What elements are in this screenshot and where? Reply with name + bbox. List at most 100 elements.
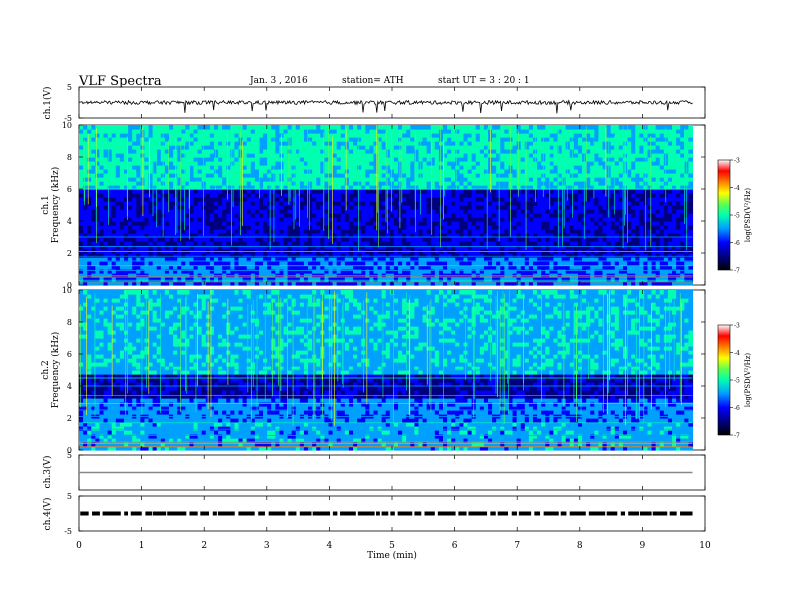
spectrogram-cell xyxy=(230,257,236,262)
spectrogram-cell xyxy=(467,229,473,234)
spectrogram-cell xyxy=(148,169,154,174)
spectrogram-cell xyxy=(95,213,101,218)
spectrogram-cell xyxy=(504,165,510,170)
spectrogram-cell xyxy=(377,201,383,206)
spectrogram-cell xyxy=(594,213,600,218)
spectrogram-cell xyxy=(643,261,649,266)
spectrogram-cell xyxy=(381,257,387,262)
spectrogram-cell xyxy=(610,253,616,258)
spectrogram-cell xyxy=(393,277,399,282)
spectrogram-cell xyxy=(414,213,420,218)
spectrogram-cell xyxy=(222,181,227,186)
spectrogram-cell xyxy=(463,233,469,238)
spectrogram-cell xyxy=(680,161,685,166)
spectrogram-cell xyxy=(320,257,325,262)
spectrogram-cell xyxy=(340,157,346,162)
spectrogram-cell xyxy=(455,265,460,270)
spectrogram-cell xyxy=(651,253,657,258)
spectrogram-cell xyxy=(312,253,317,258)
spectrogram-cell xyxy=(549,261,555,266)
spectrogram-cell xyxy=(504,205,510,210)
spectrogram-cell xyxy=(152,197,158,202)
spectrogram-cell xyxy=(406,177,411,182)
spectrogram-cell xyxy=(426,177,432,182)
spectrogram-cell xyxy=(398,221,403,226)
spectrogram-cell xyxy=(246,185,252,190)
spectrogram-cell xyxy=(357,201,362,206)
spectrogram-cell xyxy=(99,213,105,218)
spectrogram-cell xyxy=(226,241,231,246)
spectrogram-cell xyxy=(451,161,456,166)
spectrogram-cell xyxy=(471,157,477,162)
spectrogram-cell xyxy=(528,225,534,230)
spectrogram-cell xyxy=(344,153,350,158)
spectrogram-cell xyxy=(312,281,317,286)
spectrogram-cell xyxy=(181,149,186,154)
spectrogram-cell xyxy=(434,217,440,222)
spectrogram-cell xyxy=(479,185,485,190)
spectrogram-cell xyxy=(312,173,317,178)
spectrogram-cell xyxy=(618,209,624,214)
spectrogram-cell xyxy=(107,201,113,206)
spectrogram-cell xyxy=(426,169,432,174)
spectrogram-cell xyxy=(618,281,624,286)
spectrogram-cell xyxy=(303,241,309,246)
spectrogram-cell xyxy=(553,281,559,286)
spectrogram-cell xyxy=(144,149,150,154)
spectrogram-cell xyxy=(389,193,395,198)
spectrogram-cell xyxy=(369,209,375,214)
spectrogram-cell xyxy=(451,237,456,242)
spectrogram-cell xyxy=(479,245,485,250)
spectrogram-cell xyxy=(173,253,178,258)
spectrogram-cell xyxy=(455,161,460,166)
spectrogram-cell xyxy=(128,201,133,206)
spectrogram-cell xyxy=(177,261,182,266)
spectrogram-cell xyxy=(173,265,178,270)
spectrogram-cell xyxy=(631,205,636,210)
spectrogram-cell xyxy=(344,209,350,214)
spectrogram-cell xyxy=(443,233,448,238)
spectrogram-cell xyxy=(353,165,358,170)
spectrogram-cell xyxy=(614,157,620,162)
spectrogram-cell xyxy=(438,153,444,158)
spectrogram-cell xyxy=(418,225,424,230)
spectrogram-cell xyxy=(422,157,428,162)
spectrogram-cell xyxy=(123,177,129,182)
spectrogram-cell xyxy=(197,225,203,230)
spectrogram-cell xyxy=(385,157,391,162)
spectrogram-cell xyxy=(508,177,514,182)
spectrogram-cell xyxy=(189,169,195,174)
spectrogram-cell xyxy=(512,269,518,274)
spectrogram-cell xyxy=(410,225,415,230)
spectrogram-cell xyxy=(164,213,170,218)
spectrogram-cell xyxy=(348,257,354,262)
spectrogram-cell xyxy=(258,221,264,226)
spectrogram-cell xyxy=(381,213,387,218)
spectrogram-cell xyxy=(291,269,297,274)
spectrogram-cell xyxy=(426,261,432,266)
spectrogram-cell xyxy=(512,225,518,230)
spectrogram-cell xyxy=(500,153,505,158)
spectrogram-cell xyxy=(250,241,256,246)
spectrogram-cell xyxy=(83,265,88,270)
spectrogram-cell xyxy=(238,281,244,286)
spectrogram-cell xyxy=(287,253,293,258)
spectrogram-cell xyxy=(209,185,215,190)
spectrogram-cell xyxy=(594,173,600,178)
spectrogram-cell xyxy=(414,181,420,186)
spectrogram-cell xyxy=(667,181,673,186)
spectrogram-cell xyxy=(128,229,133,234)
spectrogram-cell xyxy=(557,253,563,258)
spectrogram-cell xyxy=(279,221,285,226)
spectrogram-cell xyxy=(443,281,448,286)
spectrogram-cell xyxy=(393,245,399,250)
spectrogram-cell xyxy=(434,189,440,194)
spectrogram-cell xyxy=(422,221,428,226)
spectrogram-cell xyxy=(631,261,636,266)
spectrogram-cell xyxy=(238,185,244,190)
spectrogram-cell xyxy=(651,213,657,218)
spectrogram-cell xyxy=(602,173,608,178)
spectrogram-cell xyxy=(598,185,604,190)
spectrogram-cell xyxy=(353,213,358,218)
spectrogram-cell xyxy=(471,205,477,210)
